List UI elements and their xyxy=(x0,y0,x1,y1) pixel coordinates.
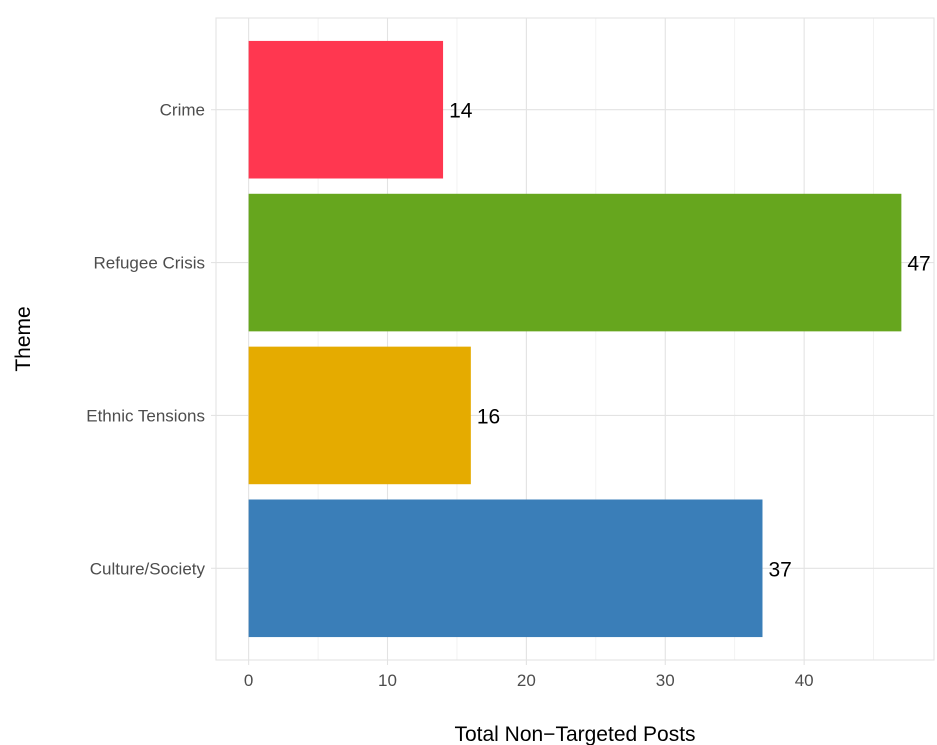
x-tick-label-0: 0 xyxy=(244,671,253,690)
x-tick-label-2: 20 xyxy=(517,671,536,690)
y-tick-label-1: Ethnic Tensions xyxy=(86,406,205,425)
x-tick-label-3: 30 xyxy=(656,671,675,690)
bar-culture-society xyxy=(248,499,763,638)
y-axis-ticks: Culture/Society Ethnic Tensions Refugee Cr… xyxy=(86,101,216,578)
bar-refugee-crisis xyxy=(248,193,902,332)
x-axis-ticks: 0 10 20 30 40 xyxy=(244,660,814,690)
plot-panel-border xyxy=(215,17,935,661)
y-axis-title: Theme xyxy=(12,306,35,371)
data-label-crime: 14 xyxy=(449,100,473,123)
bar-crime xyxy=(248,40,444,179)
data-labels: 37 16 47 14 xyxy=(449,100,931,582)
x-tick-label-1: 10 xyxy=(378,671,397,690)
y-tick-label-0: Culture/Society xyxy=(90,559,206,578)
data-label-culture-society: 37 xyxy=(768,558,791,581)
data-label-ethnic-tensions: 16 xyxy=(477,405,500,428)
x-tick-label-4: 40 xyxy=(795,671,814,690)
y-tick-label-3: Crime xyxy=(160,101,205,120)
data-label-refugee-crisis: 47 xyxy=(907,253,930,276)
x-axis-title: Total Non−Targeted Posts xyxy=(454,723,695,745)
bar-ethnic-tensions xyxy=(248,346,471,485)
bars xyxy=(248,40,902,638)
y-tick-label-2: Refugee Crisis xyxy=(94,254,206,273)
